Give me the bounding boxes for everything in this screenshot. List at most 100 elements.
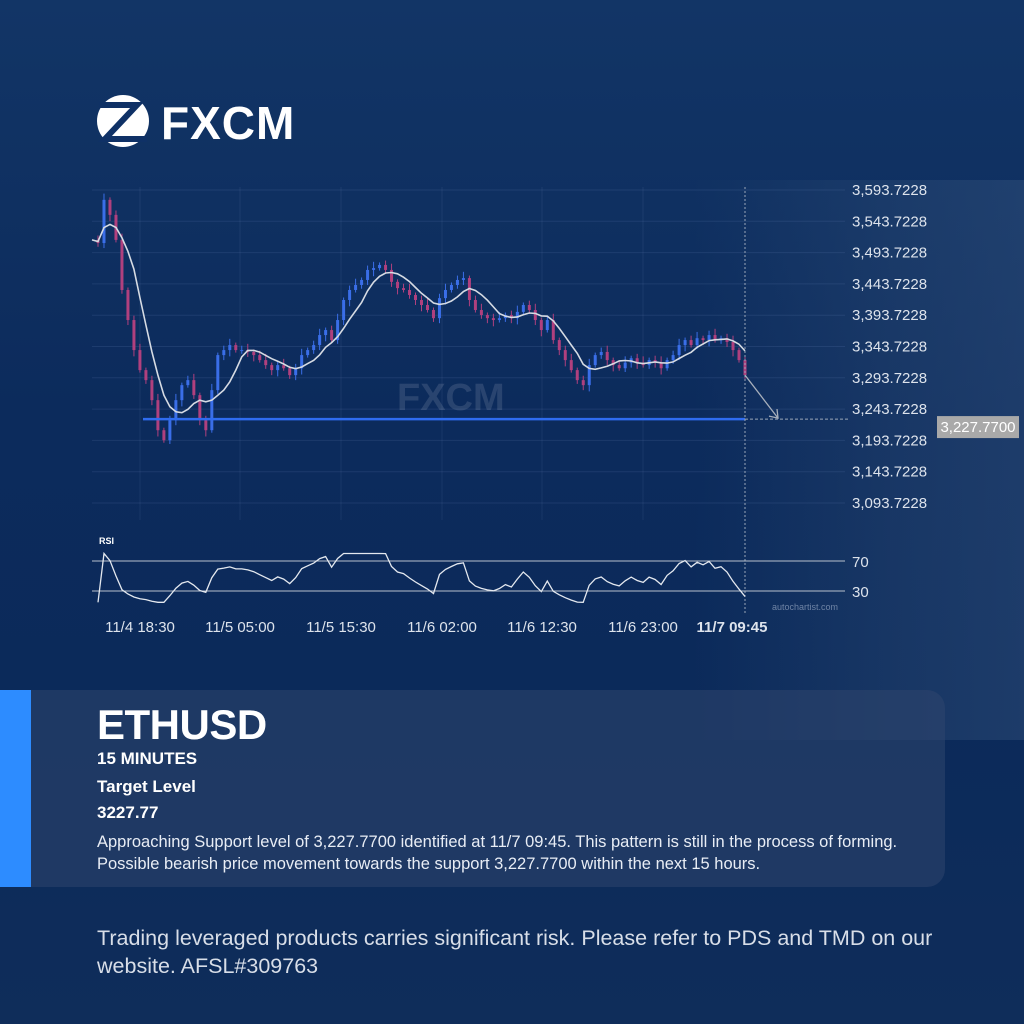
candle-body	[264, 360, 268, 366]
support-price-label: 3,227.7700	[940, 419, 1015, 436]
y-tick-label: 3,093.7228	[852, 495, 927, 512]
rsi-label: RSI	[99, 536, 114, 546]
card-accent-bar	[0, 690, 31, 887]
candle-body	[348, 289, 352, 301]
candle-body	[533, 310, 537, 321]
candle-body	[491, 318, 495, 321]
candle-body	[306, 350, 310, 356]
moving-average-line	[91, 223, 746, 414]
candle-body	[659, 362, 663, 369]
candle-body	[414, 294, 418, 301]
rsi-line	[97, 551, 746, 603]
candle-body	[599, 351, 603, 356]
fxcm-logo: FXCM	[97, 95, 294, 149]
candle-body	[150, 380, 154, 401]
candle-body	[126, 289, 130, 321]
candle-body	[366, 269, 370, 280]
candle-body	[611, 360, 615, 366]
candle-body	[473, 300, 477, 311]
y-tick-label: 3,493.7228	[852, 245, 927, 262]
candle-body	[294, 368, 298, 376]
candle-body	[228, 345, 232, 351]
candle-body	[587, 365, 591, 386]
candle-body	[360, 279, 364, 285]
candle-body	[713, 335, 717, 341]
candle-body	[563, 350, 567, 361]
candle-body	[282, 365, 286, 369]
candle-body	[102, 199, 106, 244]
candle-body	[390, 269, 394, 282]
forecast-arrow-head	[768, 409, 779, 419]
candle-body	[671, 355, 675, 361]
candle-body	[216, 355, 220, 391]
candle-body	[683, 340, 687, 346]
candle-body	[515, 311, 519, 319]
signal-card	[0, 690, 945, 887]
y-tick-label: 3,443.7228	[852, 276, 927, 293]
candle-body	[402, 288, 406, 290]
chart-grid	[92, 187, 845, 520]
x-tick-label: 11/6 02:00	[407, 619, 477, 636]
y-tick-label: 3,343.7228	[852, 339, 927, 356]
x-tick-label: 11/4 18:30	[105, 619, 175, 636]
candle-body	[461, 278, 465, 280]
y-tick-label: 3,593.7228	[852, 182, 927, 199]
candle-body	[180, 385, 184, 401]
candle-body	[330, 330, 334, 341]
candle-body	[617, 365, 621, 369]
risk-disclaimer: Trading leveraged products carries signi…	[97, 926, 933, 978]
candle-body	[354, 284, 358, 290]
background-cityscape	[694, 180, 1024, 740]
candle-body	[485, 315, 489, 319]
candle-body	[479, 310, 483, 316]
candle-body	[545, 320, 549, 331]
timeframe: 15 MINUTES	[97, 749, 198, 768]
candle-body	[623, 362, 627, 369]
candle-body	[408, 289, 412, 295]
candle-body	[270, 365, 274, 371]
support-price-label-box	[937, 416, 1019, 439]
y-tick-label: 3,293.7228	[852, 370, 927, 387]
candle-body	[378, 264, 382, 269]
y-tick-label: 3,543.7228	[852, 213, 927, 230]
candle-body	[443, 289, 447, 299]
rsi-level-70-label: 70	[852, 554, 869, 571]
candle-body	[581, 380, 585, 386]
price-chart: FXCM 3,593.7228 3,543.7228 3,493.7228 3,443…	[91, 182, 1019, 636]
chart-watermark: FXCM	[397, 377, 505, 419]
pattern-description: Approaching Support level of 3,227.7700 …	[97, 833, 898, 873]
candle-body	[539, 320, 543, 331]
candle-body	[120, 239, 124, 290]
candle-body	[342, 300, 346, 321]
candle-body	[132, 320, 136, 351]
candle-body	[707, 335, 711, 341]
candle-body	[240, 350, 244, 352]
candle-body	[497, 318, 501, 321]
x-tick-label: 11/6 12:30	[507, 619, 577, 636]
candle-body	[258, 355, 262, 361]
candle-body	[527, 305, 531, 311]
candle-body	[168, 420, 172, 441]
candle-body	[162, 430, 166, 441]
candle-body	[318, 335, 322, 346]
candle-body	[521, 305, 525, 312]
candle-body	[689, 340, 693, 346]
autochartist-credit: autochartist.com	[772, 602, 838, 612]
candle-body	[551, 320, 555, 341]
fxcm-logo-icon	[97, 95, 149, 147]
candle-body	[222, 350, 226, 356]
x-tick-label: 11/6 23:00	[608, 619, 678, 636]
target-level-label: Target Level	[97, 777, 196, 796]
candle-body	[276, 365, 280, 371]
candle-body	[174, 400, 178, 421]
candle-body	[437, 298, 441, 319]
symbol: ETHUSD	[97, 701, 267, 748]
candle-body	[186, 380, 190, 386]
x-tick-label: 11/7 09:45	[697, 619, 768, 636]
candle-body	[108, 199, 112, 215]
x-tick-label: 11/5 05:00	[205, 619, 275, 636]
candle-body	[575, 370, 579, 381]
candle-body	[384, 264, 388, 270]
candle-body	[731, 341, 735, 351]
candle-body	[204, 420, 208, 431]
